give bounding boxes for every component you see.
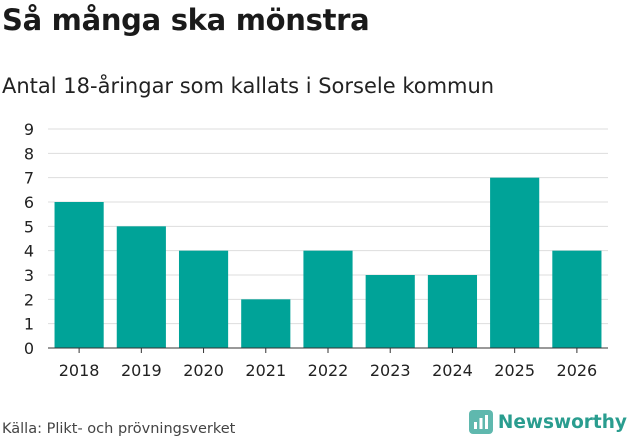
x-tick-label: 2019 [121,361,162,380]
newsworthy-logo-icon [468,410,493,434]
chart-title: Så många ska mönstra [2,3,370,37]
y-tick-label: 0 [24,339,34,358]
bar-2026 [552,250,602,348]
y-tick-label: 7 [24,169,34,188]
x-tick-label: 2018 [59,361,100,380]
x-tick-label: 2025 [494,361,535,380]
y-axis-ticks: 0 1 2 3 4 5 6 7 8 9 [24,120,34,358]
y-tick-label: 1 [24,315,34,334]
source-note: Källa: Plikt- och prövningsverket [2,421,236,437]
y-tick-label: 5 [24,217,34,236]
bars [54,177,602,348]
bar-2023 [365,275,415,348]
brand-name: Newsworthy [497,411,627,433]
y-tick-label: 6 [24,193,34,212]
y-tick-label: 8 [24,144,34,163]
y-tick-label: 4 [24,242,34,261]
bar-2024 [427,275,478,348]
x-axis-ticks: 2018 2019 2020 2021 2022 2023 2024 2025 2026 [59,348,597,380]
bar-2025 [490,177,540,348]
x-tick-label: 2023 [370,361,411,380]
y-tick-label: 2 [24,290,34,309]
y-tick-label: 3 [24,266,34,285]
x-tick-label: 2022 [308,361,349,380]
x-tick-label: 2021 [245,361,286,380]
x-tick-label: 2026 [557,361,598,380]
x-tick-label: 2024 [432,361,473,380]
x-tick-label: 2020 [183,361,224,380]
bar-2019 [116,226,166,348]
brand[interactable]: Newsworthy [468,410,627,434]
bar-2021 [241,299,291,348]
bar-2022 [303,250,353,348]
bar-2020 [178,250,229,348]
bar-2018 [54,202,104,348]
chart-subtitle: Antal 18-åringar som kallats i Sorsele k… [2,74,495,98]
y-tick-label: 9 [24,120,34,139]
